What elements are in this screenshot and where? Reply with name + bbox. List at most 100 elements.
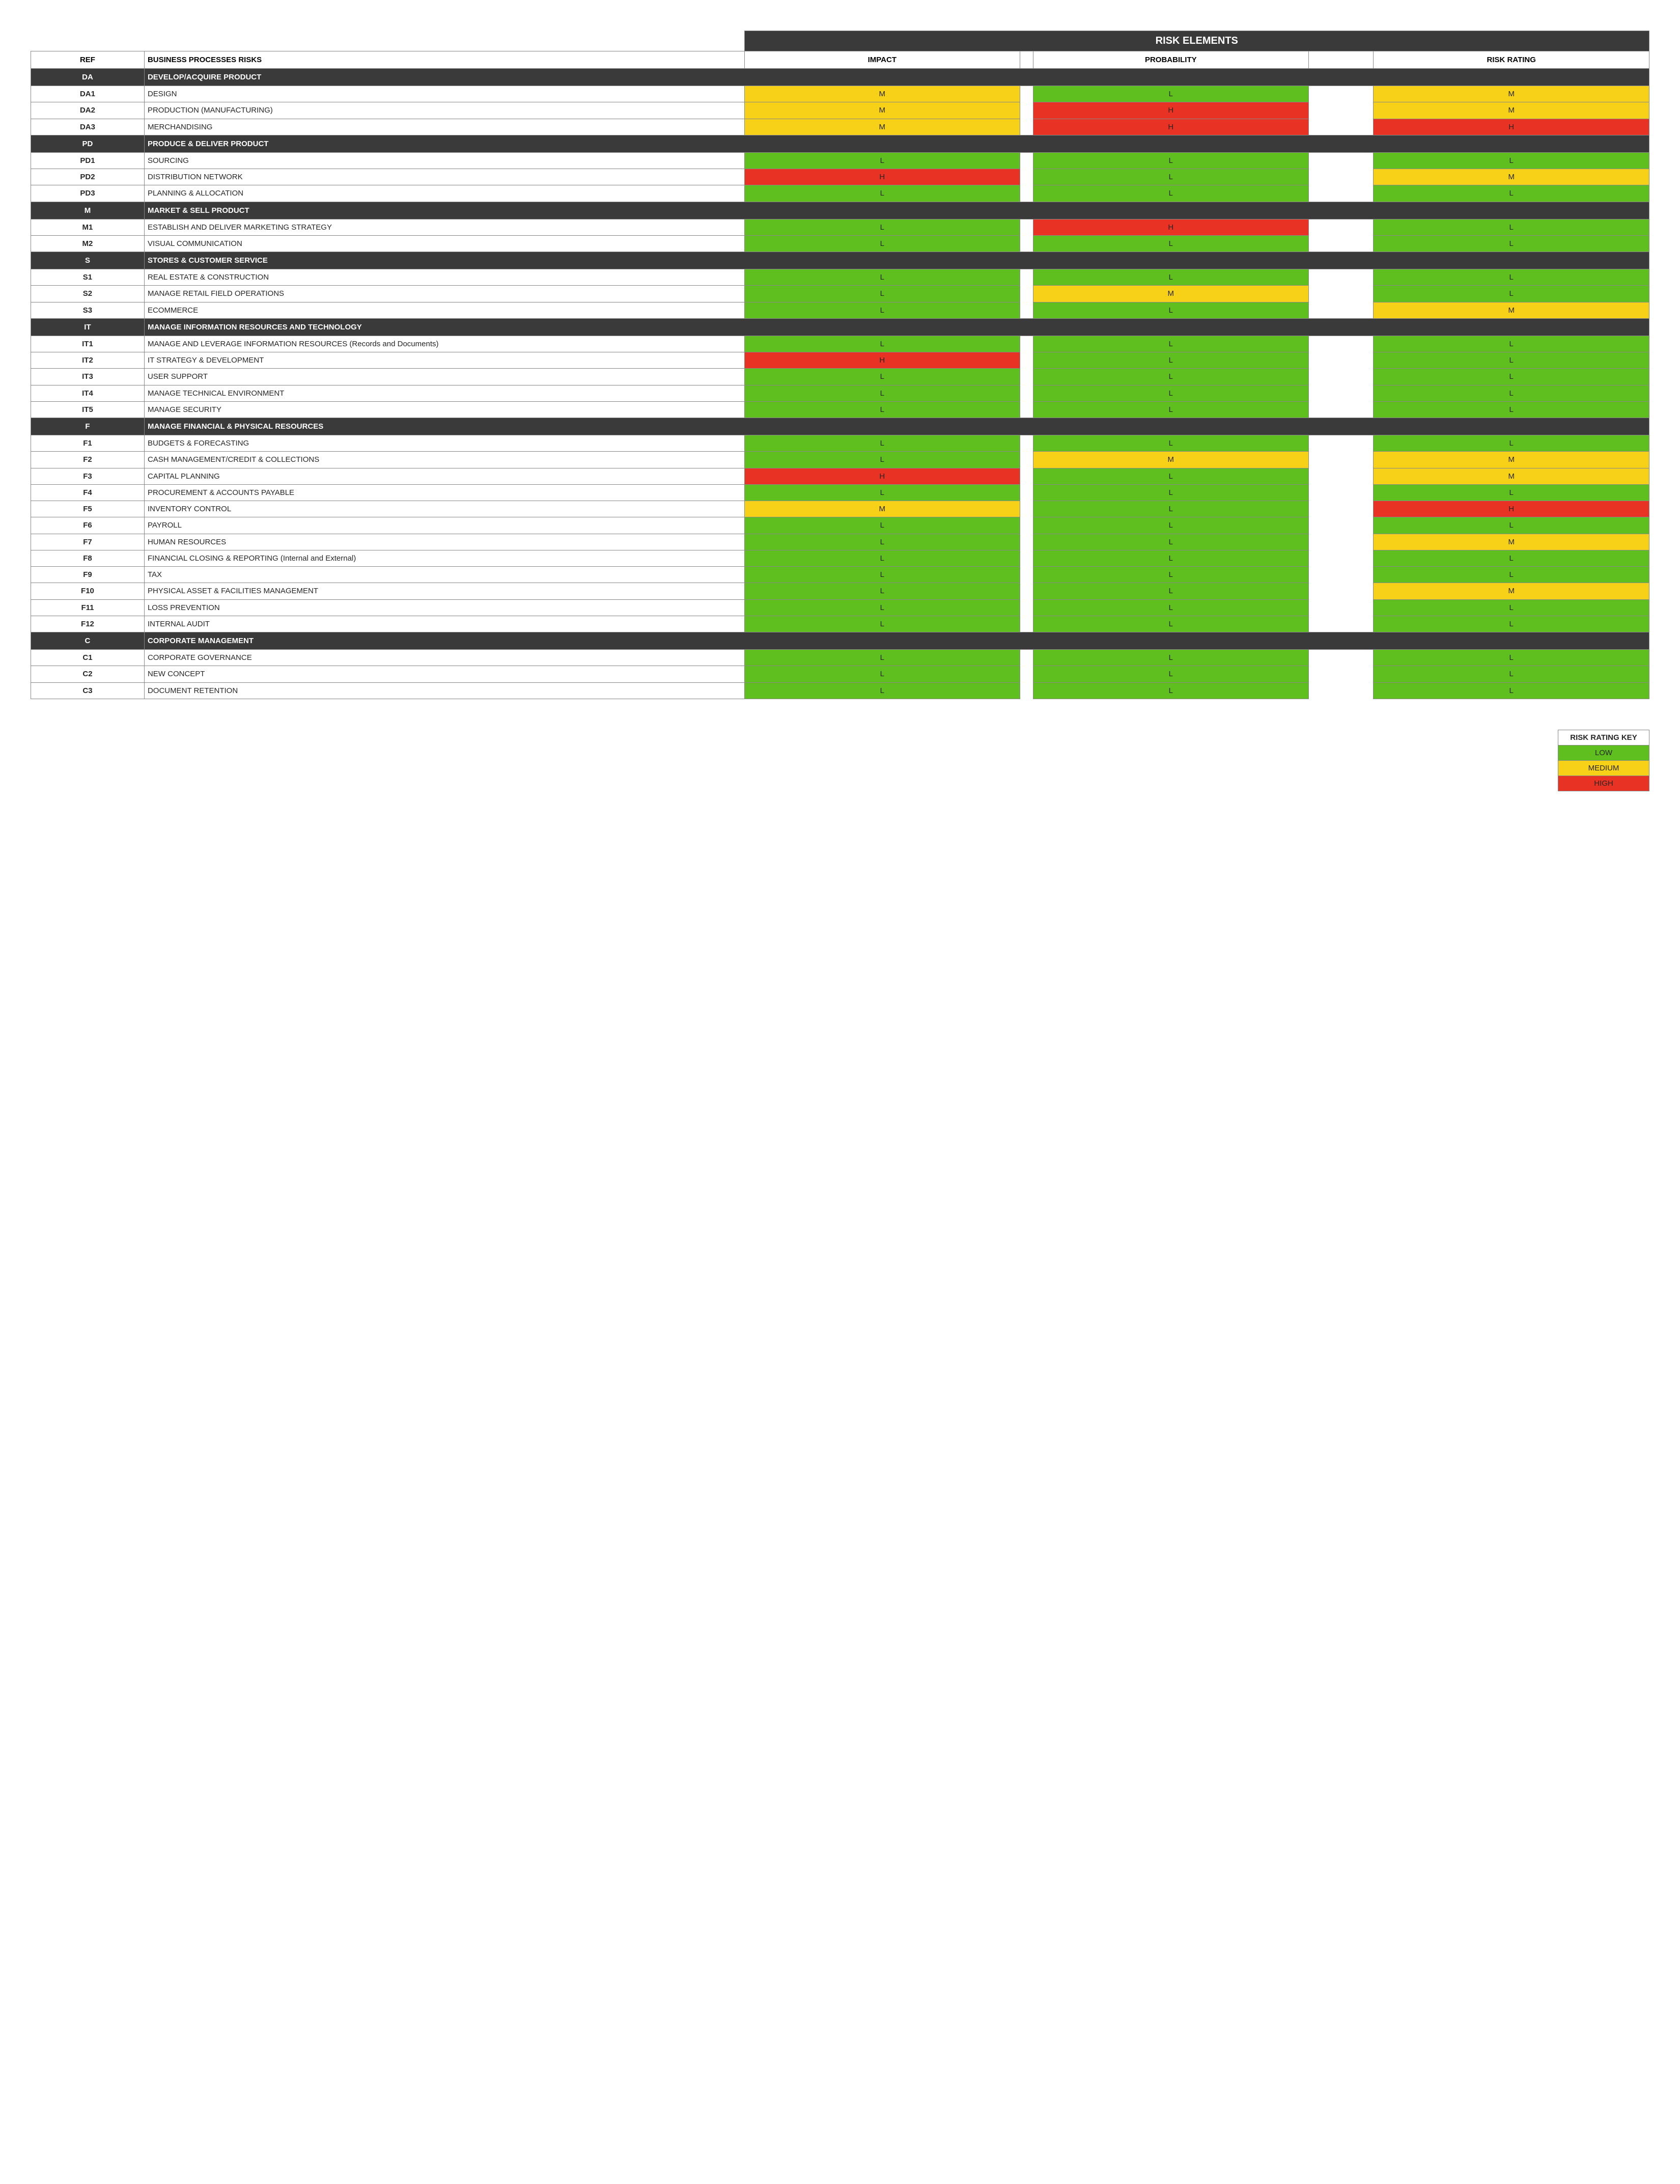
row-impact: L (744, 567, 1020, 583)
gap (1309, 235, 1374, 252)
row-probability: L (1033, 185, 1309, 202)
row-rating: L (1374, 567, 1649, 583)
row-ref: IT5 (31, 401, 145, 418)
row-desc: FINANCIAL CLOSING & REPORTING (Internal … (144, 550, 744, 566)
row-impact: L (744, 369, 1020, 385)
row-probability: L (1033, 468, 1309, 484)
row-rating: H (1374, 119, 1649, 135)
row-desc: LOSS PREVENTION (144, 599, 744, 616)
gap (1020, 501, 1033, 517)
row-rating: L (1374, 369, 1649, 385)
row-desc: SOURCING (144, 152, 744, 169)
row-desc: MANAGE RETAIL FIELD OPERATIONS (144, 286, 744, 302)
row-impact: M (744, 119, 1020, 135)
gap (1020, 666, 1033, 682)
gap (1020, 336, 1033, 352)
section-ref: F (31, 418, 145, 435)
row-ref: DA3 (31, 119, 145, 135)
table-row: F4PROCUREMENT & ACCOUNTS PAYABLELLL (31, 484, 1649, 501)
gap (1309, 517, 1374, 534)
row-rating: L (1374, 484, 1649, 501)
header-row: REFBUSINESS PROCESSES RISKSIMPACTPROBABI… (31, 51, 1649, 69)
row-impact: L (744, 452, 1020, 468)
gap (1020, 435, 1033, 452)
row-impact: L (744, 219, 1020, 235)
gap (1309, 452, 1374, 468)
row-probability: L (1033, 616, 1309, 632)
section-name: CORPORATE MANAGEMENT (144, 632, 1649, 650)
row-impact: L (744, 517, 1020, 534)
row-ref: S1 (31, 269, 145, 286)
table-row: M2VISUAL COMMUNICATIONLLL (31, 235, 1649, 252)
row-desc: ESTABLISH AND DELIVER MARKETING STRATEGY (144, 219, 744, 235)
row-impact: L (744, 650, 1020, 666)
section-ref: C (31, 632, 145, 650)
row-probability: H (1033, 219, 1309, 235)
section-name: STORES & CUSTOMER SERVICE (144, 252, 1649, 269)
row-rating: L (1374, 185, 1649, 202)
row-probability: L (1033, 583, 1309, 599)
row-rating: L (1374, 286, 1649, 302)
row-probability: L (1033, 269, 1309, 286)
row-impact: L (744, 616, 1020, 632)
table-row: F9TAXLLL (31, 567, 1649, 583)
row-impact: L (744, 336, 1020, 352)
row-probability: M (1033, 286, 1309, 302)
gap (1020, 169, 1033, 185)
row-desc: PLANNING & ALLOCATION (144, 185, 744, 202)
gap (1020, 468, 1033, 484)
legend: RISK RATING KEY LOW MEDIUM HIGH (1558, 730, 1649, 791)
table-row: PD2DISTRIBUTION NETWORKHLM (31, 169, 1649, 185)
row-probability: L (1033, 385, 1309, 401)
row-probability: L (1033, 369, 1309, 385)
gap (1020, 352, 1033, 369)
gap (1020, 682, 1033, 699)
header-ref: REF (31, 51, 145, 69)
row-probability: L (1033, 86, 1309, 102)
row-ref: S3 (31, 302, 145, 318)
gap (1309, 119, 1374, 135)
row-rating: L (1374, 682, 1649, 699)
row-probability: L (1033, 352, 1309, 369)
gap (1020, 152, 1033, 169)
row-rating: H (1374, 501, 1649, 517)
table-row: C1CORPORATE GOVERNANCELLL (31, 650, 1649, 666)
row-impact: L (744, 302, 1020, 318)
gap (1020, 583, 1033, 599)
section-row: DADEVELOP/ACQUIRE PRODUCT (31, 69, 1649, 86)
header-rating: RISK RATING (1374, 51, 1649, 69)
row-desc: HUMAN RESOURCES (144, 534, 744, 550)
row-rating: L (1374, 219, 1649, 235)
table-row: F12INTERNAL AUDITLLL (31, 616, 1649, 632)
gap (1020, 119, 1033, 135)
row-ref: C1 (31, 650, 145, 666)
row-desc: CORPORATE GOVERNANCE (144, 650, 744, 666)
row-probability: L (1033, 152, 1309, 169)
section-ref: IT (31, 318, 145, 336)
row-probability: H (1033, 119, 1309, 135)
gap (1020, 51, 1033, 69)
gap (1020, 650, 1033, 666)
table-row: C3DOCUMENT RETENTIONLLL (31, 682, 1649, 699)
gap (1020, 452, 1033, 468)
table-row: IT3USER SUPPORTLLL (31, 369, 1649, 385)
row-probability: L (1033, 567, 1309, 583)
gap (1309, 583, 1374, 599)
row-rating: L (1374, 152, 1649, 169)
row-ref: F1 (31, 435, 145, 452)
row-impact: M (744, 102, 1020, 119)
row-probability: H (1033, 102, 1309, 119)
row-probability: L (1033, 484, 1309, 501)
gap (1020, 102, 1033, 119)
row-desc: PHYSICAL ASSET & FACILITIES MANAGEMENT (144, 583, 744, 599)
row-rating: L (1374, 235, 1649, 252)
section-name: PRODUCE & DELIVER PRODUCT (144, 135, 1649, 152)
row-probability: M (1033, 452, 1309, 468)
section-name: MANAGE FINANCIAL & PHYSICAL RESOURCES (144, 418, 1649, 435)
gap (1309, 666, 1374, 682)
table-row: PD1SOURCINGLLL (31, 152, 1649, 169)
row-desc: DISTRIBUTION NETWORK (144, 169, 744, 185)
gap (1309, 86, 1374, 102)
table-row: IT2IT STRATEGY & DEVELOPMENTHLL (31, 352, 1649, 369)
gap (1020, 219, 1033, 235)
